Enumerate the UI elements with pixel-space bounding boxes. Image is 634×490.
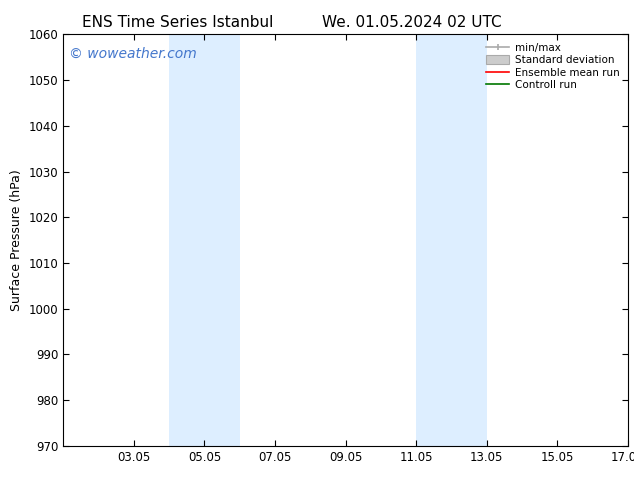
- Y-axis label: Surface Pressure (hPa): Surface Pressure (hPa): [10, 169, 23, 311]
- Bar: [169, 34, 240, 446]
- Text: We. 01.05.2024 02 UTC: We. 01.05.2024 02 UTC: [322, 15, 502, 30]
- Text: ENS Time Series Istanbul: ENS Time Series Istanbul: [82, 15, 273, 30]
- Bar: [416, 34, 487, 446]
- Legend: min/max, Standard deviation, Ensemble mean run, Controll run: min/max, Standard deviation, Ensemble me…: [483, 40, 623, 94]
- Text: © woweather.com: © woweather.com: [69, 47, 197, 61]
